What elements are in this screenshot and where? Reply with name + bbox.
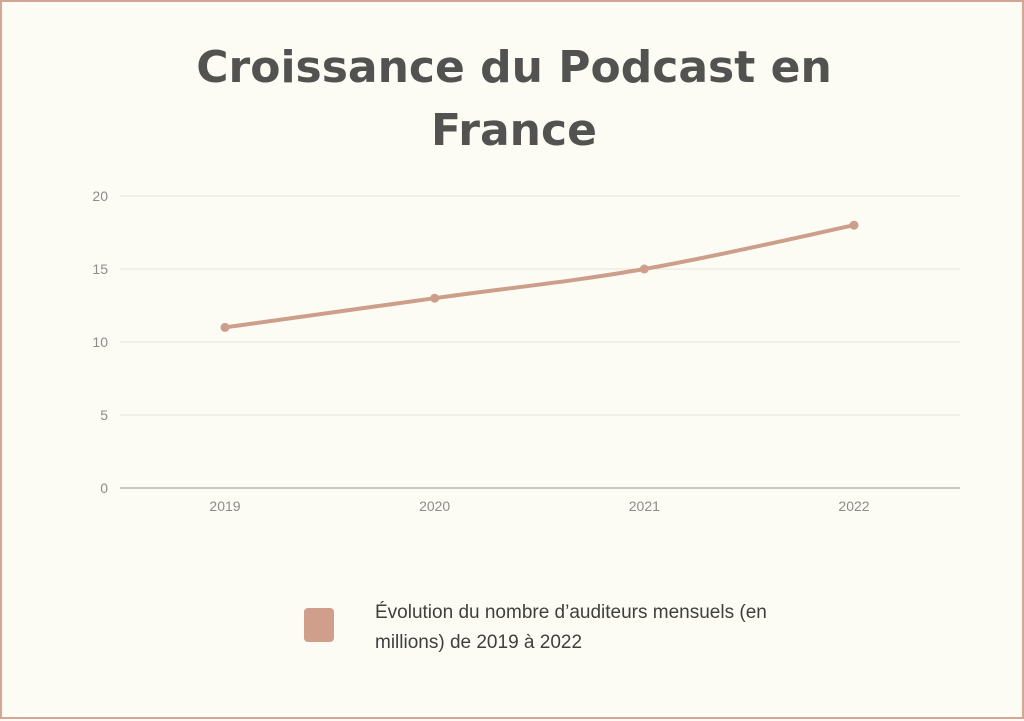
x-tick-label: 2020	[419, 498, 450, 514]
series-line	[223, 223, 856, 330]
x-tick-label: 2021	[629, 498, 660, 514]
legend-swatch	[304, 608, 334, 642]
x-tick-label: 2022	[838, 498, 869, 514]
x-tick-label: 2019	[209, 498, 240, 514]
y-tick-label: 15	[92, 261, 108, 277]
data-point	[430, 293, 440, 303]
y-tick-label: 0	[100, 480, 108, 496]
y-tick-label: 5	[100, 407, 108, 423]
legend-label: Évolution du nombre d’auditeurs mensuels…	[375, 602, 767, 653]
data-point	[849, 220, 859, 230]
chart-title: Croissance du Podcast en France	[196, 42, 832, 156]
data-point	[639, 264, 649, 274]
y-tick-label: 20	[92, 188, 108, 204]
y-tick-label: 10	[92, 334, 108, 350]
data-point	[220, 322, 230, 332]
